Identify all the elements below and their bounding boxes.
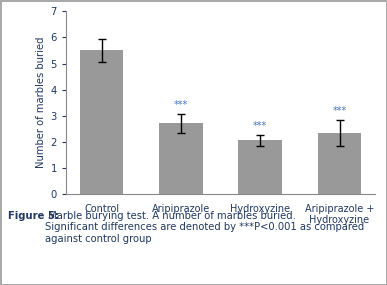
Text: ***: *** [174, 100, 188, 110]
Bar [238, 141, 282, 194]
Text: Marble burying test. A number of marbles buried.
Significant differences are den: Marble burying test. A number of marbles… [45, 211, 364, 244]
Text: ***: *** [253, 121, 267, 131]
Text: Figure 5:: Figure 5: [8, 211, 59, 221]
Bar [318, 133, 361, 194]
Text: ***: *** [332, 106, 347, 116]
Bar [159, 123, 203, 194]
Y-axis label: Number of marbles buried: Number of marbles buried [36, 37, 46, 168]
Bar [80, 50, 123, 194]
